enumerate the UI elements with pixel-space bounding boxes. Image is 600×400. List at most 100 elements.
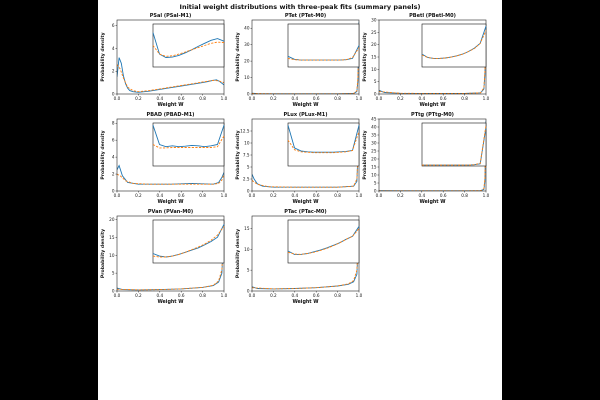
- y-tick-label: 12.5: [240, 129, 250, 134]
- y-axis-label-pvan: Probability density: [100, 229, 106, 278]
- x-tick-label: 0.8: [199, 193, 206, 198]
- x-tick-label: 0.8: [334, 193, 341, 198]
- y-tick-label: 0: [112, 189, 115, 194]
- y-tick-label: 30: [371, 141, 377, 146]
- y-tick-label: 0: [112, 289, 115, 294]
- x-tick-label: 0.8: [461, 193, 468, 198]
- y-tick-label: 2: [112, 69, 115, 74]
- x-tick-label: 0.6: [178, 96, 185, 101]
- y-tick-label: 6: [112, 138, 115, 143]
- inset-frame-plux: [287, 122, 360, 167]
- inset-empirical-line-plux: [287, 125, 360, 153]
- y-tick-label: 0: [374, 92, 377, 97]
- x-tick-label: 0.4: [291, 193, 298, 198]
- x-tick-label: 0.2: [135, 193, 142, 198]
- y-tick-label: 2.5: [243, 177, 250, 182]
- x-axis-label-pttg: Weight W: [419, 199, 446, 205]
- inset-fit-line-ptet: [287, 47, 360, 61]
- y-tick-label: 30: [371, 18, 377, 23]
- y-tick-label: 20: [109, 217, 115, 222]
- y-tick-label: 5: [247, 165, 250, 170]
- x-tick-label: 0.2: [135, 293, 142, 298]
- panel-pbad: PBAD (PBAD-M1) 0.0 0.2 0.4 0.6 0.8 1.0 0 2 4 6 8 Wei…: [100, 112, 228, 205]
- panel-title-pvan: PVan (PVan-M0): [148, 209, 193, 215]
- y-tick-label: 5: [374, 181, 377, 186]
- x-tick-label: 0.4: [156, 96, 163, 101]
- y-tick-label: 10: [244, 247, 250, 252]
- x-tick-label: 0.2: [270, 193, 277, 198]
- x-tick-label: 0.4: [418, 193, 425, 198]
- empirical-line-ptac: [252, 224, 359, 290]
- y-tick-label: 10: [371, 67, 377, 72]
- inset-fit-line-pbetl: [421, 30, 487, 59]
- y-axis-label-ptac: Probability density: [235, 229, 241, 278]
- x-axis-label-ptet: Weight W: [292, 102, 319, 108]
- y-tick-label: 6: [112, 23, 115, 28]
- y-tick-label: 20: [371, 42, 377, 47]
- y-axis-label-pbetl: Probability density: [362, 32, 368, 81]
- x-tick-label: 0.0: [114, 96, 121, 101]
- y-tick-label: 4: [112, 155, 115, 160]
- fit-line-ptac: [252, 228, 359, 290]
- y-tick-label: 40: [244, 26, 250, 31]
- y-axis-label-plux: Probability density: [235, 130, 241, 179]
- x-tick-label: 0.6: [313, 193, 320, 198]
- y-tick-label: 10: [371, 173, 377, 178]
- y-tick-label: 5: [374, 79, 377, 84]
- y-tick-label: 25: [371, 30, 377, 35]
- x-tick-label: 0.2: [270, 96, 277, 101]
- inset-frame-ptac: [287, 219, 360, 264]
- inset-frame-pbetl: [421, 23, 487, 68]
- y-tick-label: 10: [244, 75, 250, 80]
- x-tick-label: 0.0: [376, 96, 383, 101]
- x-tick-label: 0.4: [291, 293, 298, 298]
- panel-title-pttg: PTtg (PTtg-M0): [411, 112, 454, 118]
- y-tick-label: 0: [112, 92, 115, 97]
- x-tick-label: 0.8: [199, 293, 206, 298]
- y-tick-label: 45: [371, 117, 377, 122]
- x-axis-label-psal: Weight W: [157, 102, 184, 108]
- y-axis-label-ptet: Probability density: [235, 32, 241, 81]
- y-tick-label: 0: [374, 189, 377, 194]
- panel-pttg: PTtg (PTtg-M0) 0.0 0.2 0.4 0.6 0.8 1.0 0 5 10 15 20…: [362, 112, 490, 205]
- figure-title: Initial weight distributions with three-…: [179, 3, 421, 11]
- y-axis-label-psal: Probability density: [100, 32, 106, 81]
- x-tick-label: 0.2: [397, 193, 404, 198]
- y-tick-label: 30: [244, 42, 250, 47]
- inset-frame-pvan: [152, 219, 225, 264]
- panel-pvan: PVan (PVan-M0) 0.0 0.2 0.4 0.6 0.8 1.0 0 5 10 15 20…: [100, 209, 228, 305]
- x-tick-label: 0.0: [114, 193, 121, 198]
- x-tick-label: 0.6: [178, 293, 185, 298]
- y-tick-label: 7.5: [243, 153, 250, 158]
- panel-curves-pbetl: [379, 24, 486, 94]
- y-tick-label: 25: [371, 149, 377, 154]
- y-tick-label: 15: [371, 55, 377, 60]
- y-tick-label: 15: [109, 235, 115, 240]
- y-tick-label: 4: [112, 46, 115, 51]
- x-tick-label: 1.0: [221, 96, 228, 101]
- panel-title-plux: PLux (PLux-M1): [283, 112, 327, 118]
- y-tick-label: 0: [247, 92, 250, 97]
- x-tick-label: 0.2: [135, 96, 142, 101]
- x-tick-label: 0.4: [156, 193, 163, 198]
- x-tick-label: 0.2: [270, 293, 277, 298]
- y-tick-label: 8: [112, 121, 115, 126]
- figure: Initial weight distributions with three-…: [98, 0, 502, 400]
- x-axis-label-pbetl: Weight W: [419, 102, 446, 108]
- y-tick-label: 2: [112, 172, 115, 177]
- y-tick-label: 0: [247, 289, 250, 294]
- inset-frame-pbad: [152, 122, 225, 167]
- panel-plux: PLux (PLux-M1) 0.0 0.2 0.4 0.6 0.8 1.0 0 2.5 5 7.5…: [235, 112, 363, 205]
- panel-title-pbetl: PBetl (PBetl-M0): [409, 13, 456, 19]
- fit-line-pbetl: [379, 29, 486, 94]
- panel-curves-plux: [252, 123, 359, 188]
- x-tick-label: 0.6: [440, 193, 447, 198]
- x-tick-label: 0.0: [249, 96, 256, 101]
- x-tick-label: 0.6: [178, 193, 185, 198]
- panel-curves-pvan: [117, 223, 224, 291]
- fit-line-psal: [117, 64, 224, 93]
- y-tick-label: 15: [244, 226, 250, 231]
- y-tick-label: 5: [247, 268, 250, 273]
- x-tick-label: 1.0: [483, 193, 490, 198]
